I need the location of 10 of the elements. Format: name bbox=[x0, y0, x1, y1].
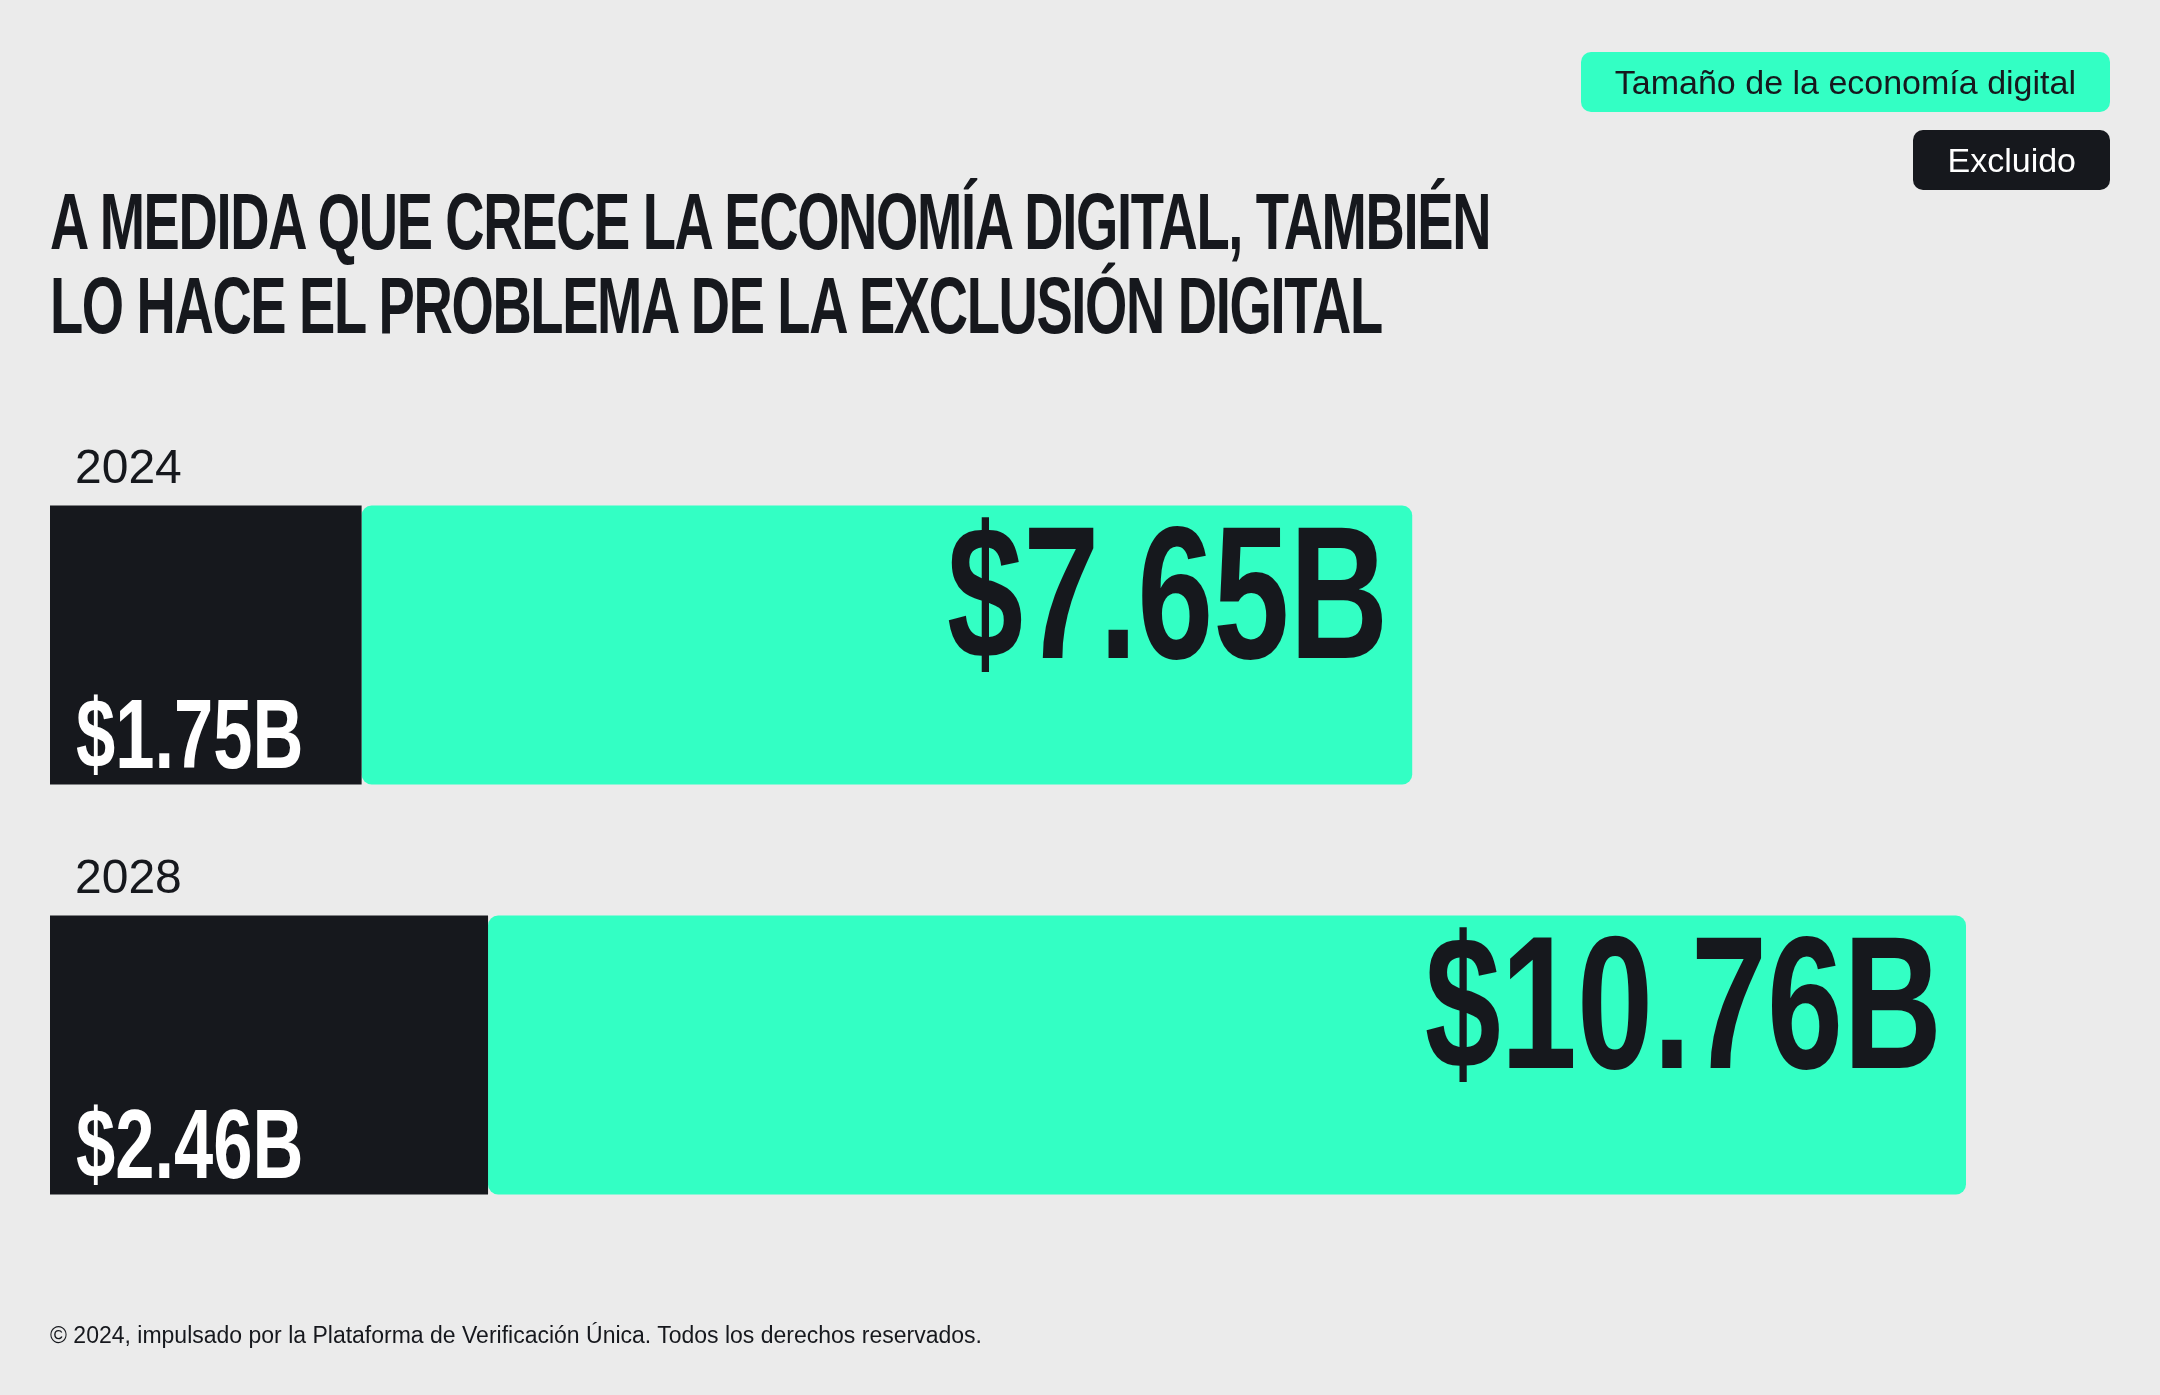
total-label: $7.65B bbox=[947, 485, 1389, 698]
text: Tamaño de la economía digital bbox=[1580, 52, 2110, 112]
y-tick-label: 2024 bbox=[75, 439, 182, 493]
text: © 2024, impulsado por la Plataforma de Verificación Única. Todos los derechos reservados. bbox=[50, 1322, 982, 1349]
chart-title: A MEDIDA QUE CRECE LA ECONOMÍA DIGITAL, TAMBIÉN LO HACE EL PROBLEMA DE LA EXCLUSIÓN DIGITAL bbox=[50, 177, 1492, 350]
data-label: $1.75B bbox=[76, 680, 304, 790]
text: Excluido bbox=[1913, 130, 2110, 190]
total-label: $10.76B bbox=[1424, 895, 1942, 1108]
y-tick-label: 2028 bbox=[75, 849, 182, 903]
data-label: $2.46B bbox=[76, 1090, 304, 1200]
